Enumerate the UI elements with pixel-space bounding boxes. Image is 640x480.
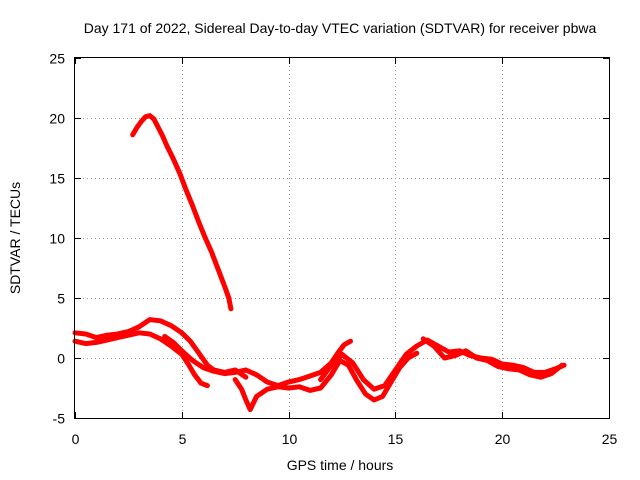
x-tick-label: 15 bbox=[388, 431, 404, 447]
x-axis-label: GPS time / hours bbox=[287, 457, 394, 473]
series-line-arc-late bbox=[318, 337, 567, 392]
x-tick-label: 10 bbox=[282, 431, 298, 447]
y-tick-label: 25 bbox=[49, 51, 65, 67]
y-tick-label: 0 bbox=[57, 351, 65, 367]
series-line-arc-low-lower bbox=[72, 330, 210, 389]
series-line-arc-high bbox=[130, 113, 234, 312]
x-tick-label: 5 bbox=[179, 431, 187, 447]
y-tick-label: -5 bbox=[53, 411, 66, 427]
plot-frame bbox=[74, 57, 610, 419]
series-line-arc-late-2 bbox=[420, 336, 565, 380]
axis-ticks: 0 5 10 15 20 25 -5 0 5 10 15 20 25 bbox=[49, 51, 617, 448]
x-tick-label: 0 bbox=[72, 431, 80, 447]
chart-title: Day 171 of 2022, Sidereal Day-to-day VTE… bbox=[84, 20, 597, 36]
y-tick-label: 20 bbox=[49, 111, 65, 127]
y-tick-label: 15 bbox=[49, 171, 65, 187]
series-line-arc-low-upper bbox=[72, 317, 249, 380]
y-axis-label: SDTVAR / TECUs bbox=[7, 182, 23, 294]
data-series bbox=[72, 113, 567, 413]
grid-lines bbox=[75, 58, 609, 418]
y-tick-label: 10 bbox=[49, 231, 65, 247]
series-line-arc-dip bbox=[232, 350, 420, 413]
x-tick-label: 25 bbox=[602, 431, 618, 447]
y-tick-label: 5 bbox=[57, 291, 65, 307]
x-tick-label: 20 bbox=[495, 431, 511, 447]
